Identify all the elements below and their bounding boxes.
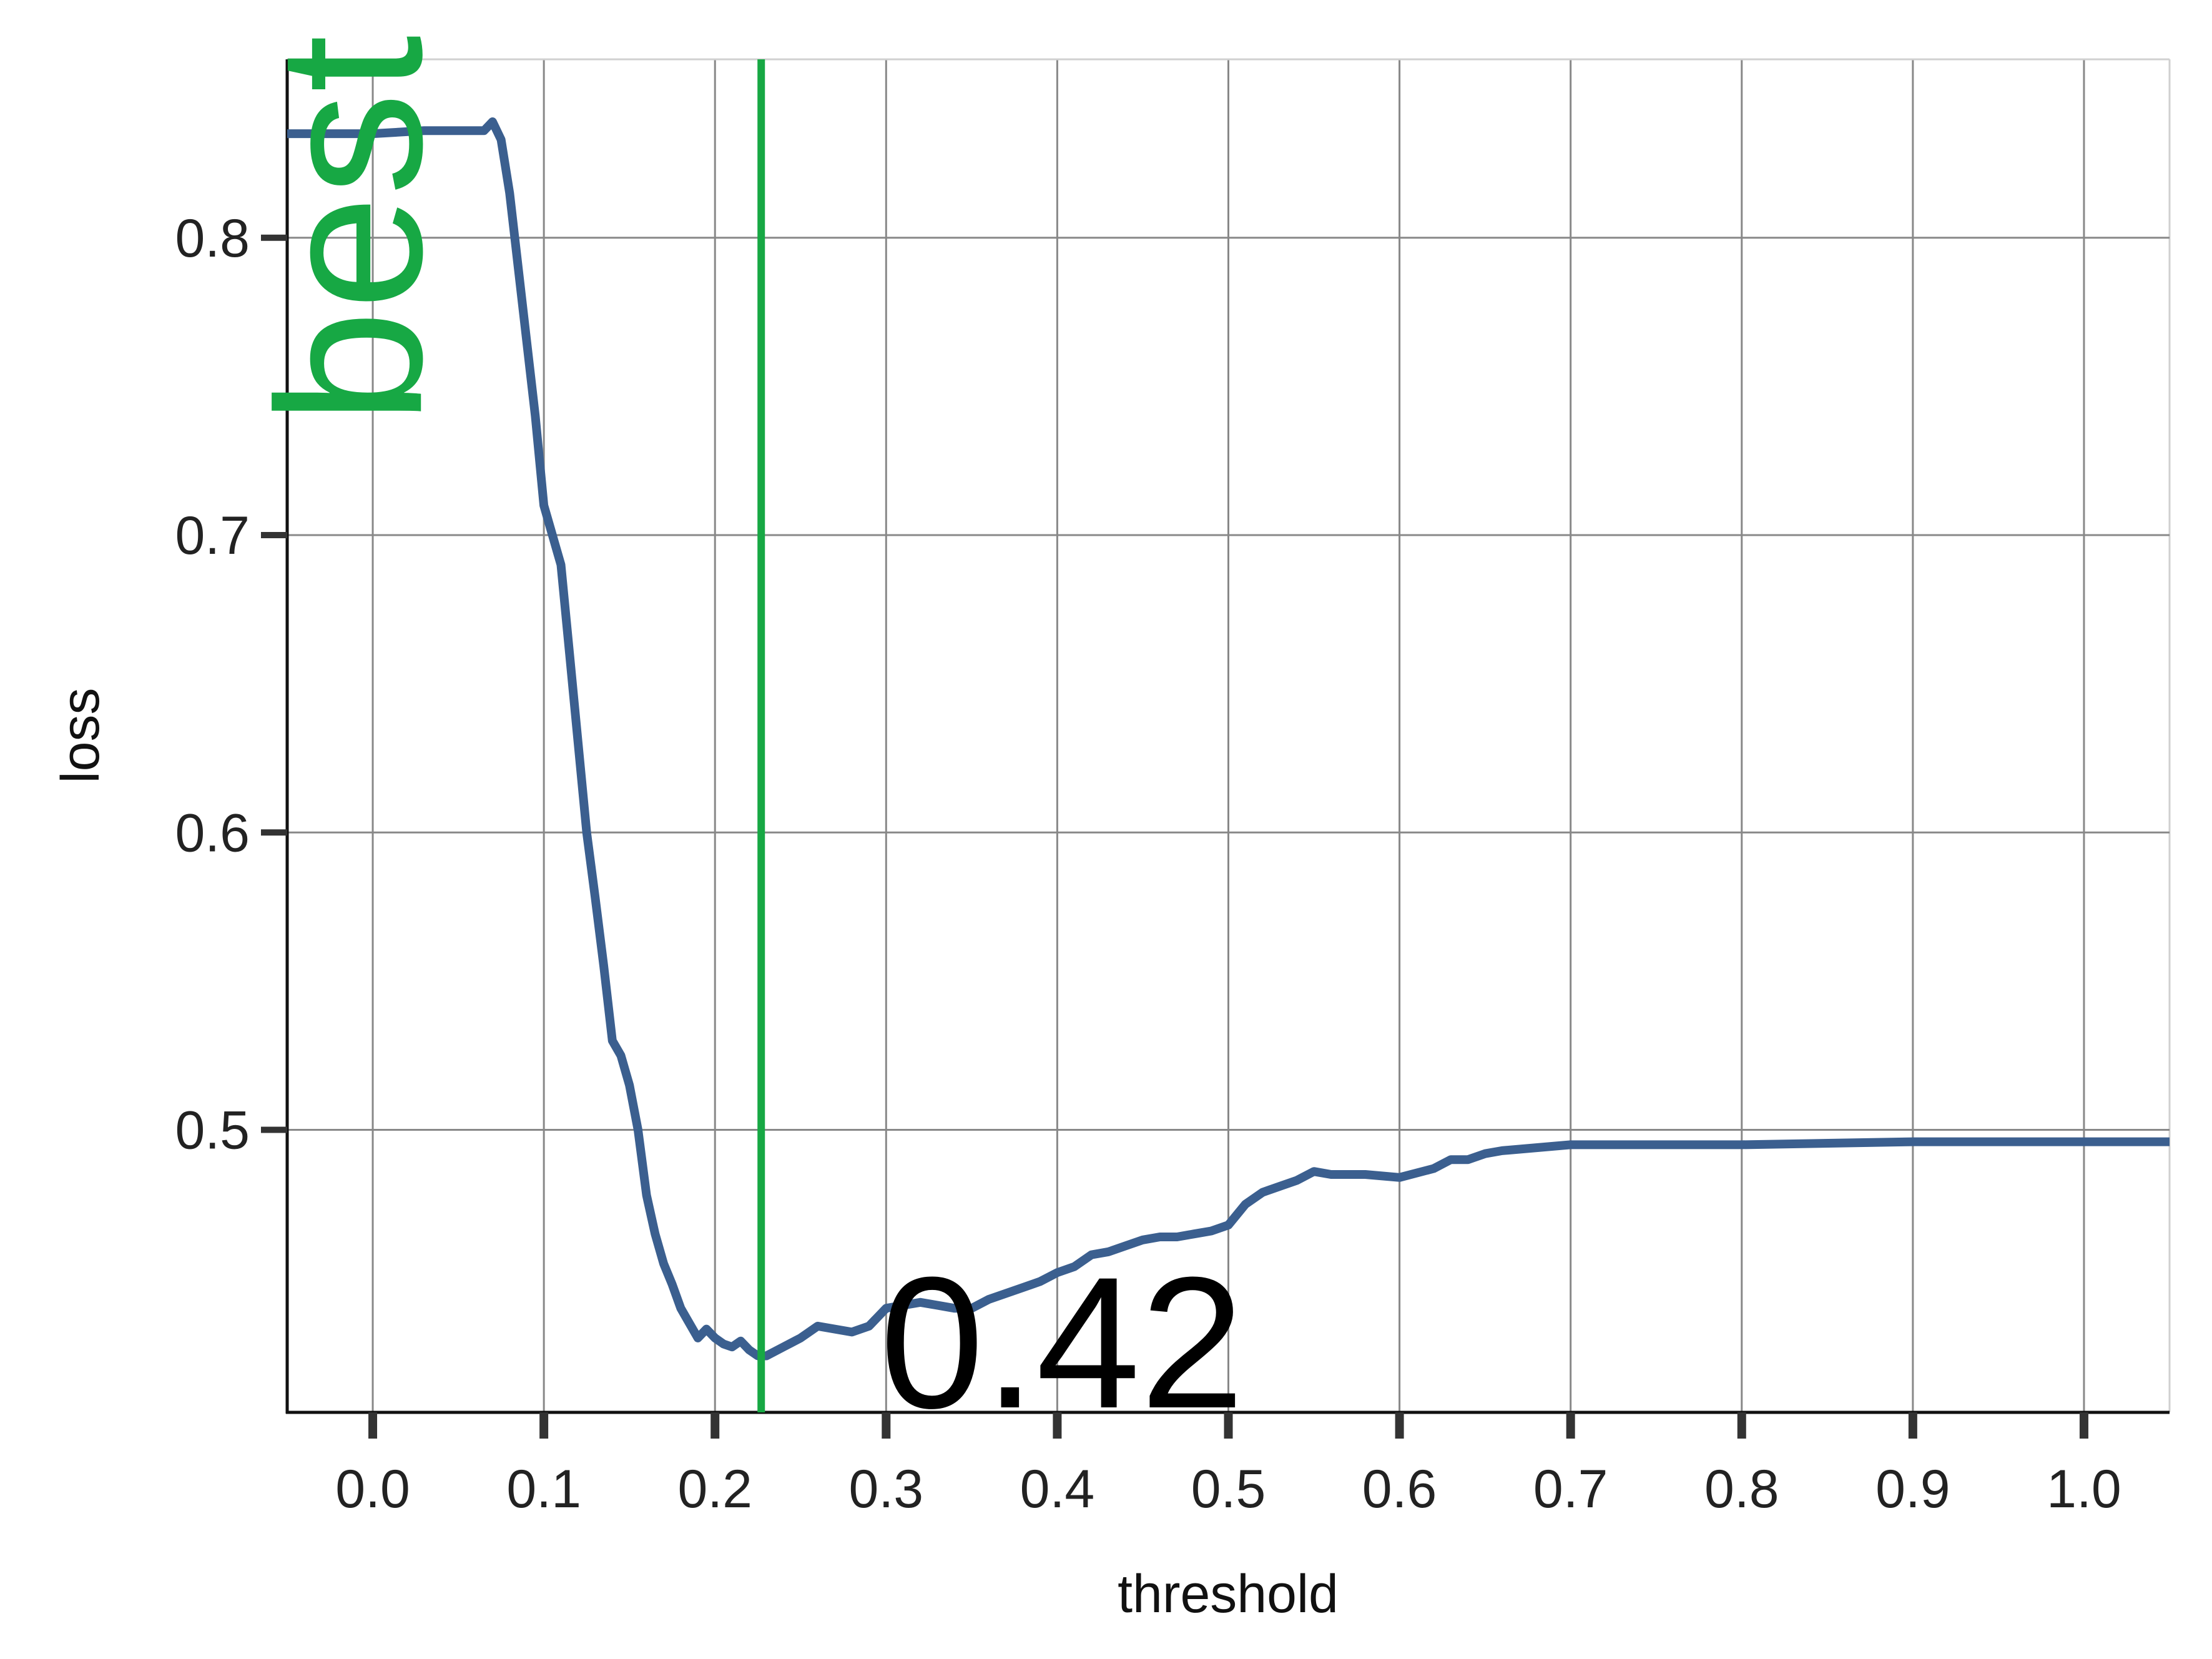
series-layer — [287, 117, 2170, 1361]
x-tick-label-0: 0.0 — [335, 1459, 410, 1519]
grid — [287, 58, 2171, 1412]
y-tick-label-3: 0.8 — [175, 209, 250, 268]
best-loss-value: 0.42 — [880, 1238, 1244, 1447]
y-ticks: 0.5 0.6 0.7 0.8 — [175, 209, 287, 1161]
x-tick-label-5: 0.5 — [1191, 1459, 1266, 1519]
y-tick-label-2: 0.7 — [175, 506, 250, 566]
x-tick-label-6: 0.6 — [1362, 1459, 1437, 1519]
y-tick-label-1: 0.6 — [175, 803, 250, 863]
series-line-0 — [287, 117, 2170, 1361]
best-threshold-label: best — [234, 34, 465, 425]
x-axis-title: threshold — [1118, 1564, 1339, 1624]
x-tick-label-7: 0.7 — [1533, 1459, 1608, 1519]
x-tick-label-10: 1.0 — [2047, 1459, 2121, 1519]
x-tick-label-1: 0.1 — [506, 1459, 581, 1519]
x-tick-label-4: 0.4 — [1020, 1459, 1095, 1519]
x-tick-label-8: 0.8 — [1704, 1459, 1779, 1519]
x-tick-label-2: 0.2 — [677, 1459, 752, 1519]
best-threshold-layer: best 0.42 — [234, 34, 1244, 1447]
y-axis-title: loss — [51, 688, 111, 784]
x-ticks: 0.0 0.1 0.2 0.3 0.4 0.5 0.6 0.7 0.8 0.9 1.0 — [335, 1412, 2121, 1519]
x-tick-label-9: 0.9 — [1875, 1459, 1950, 1519]
x-tick-label-3: 0.3 — [849, 1459, 924, 1519]
y-tick-label-0: 0.5 — [175, 1101, 250, 1161]
